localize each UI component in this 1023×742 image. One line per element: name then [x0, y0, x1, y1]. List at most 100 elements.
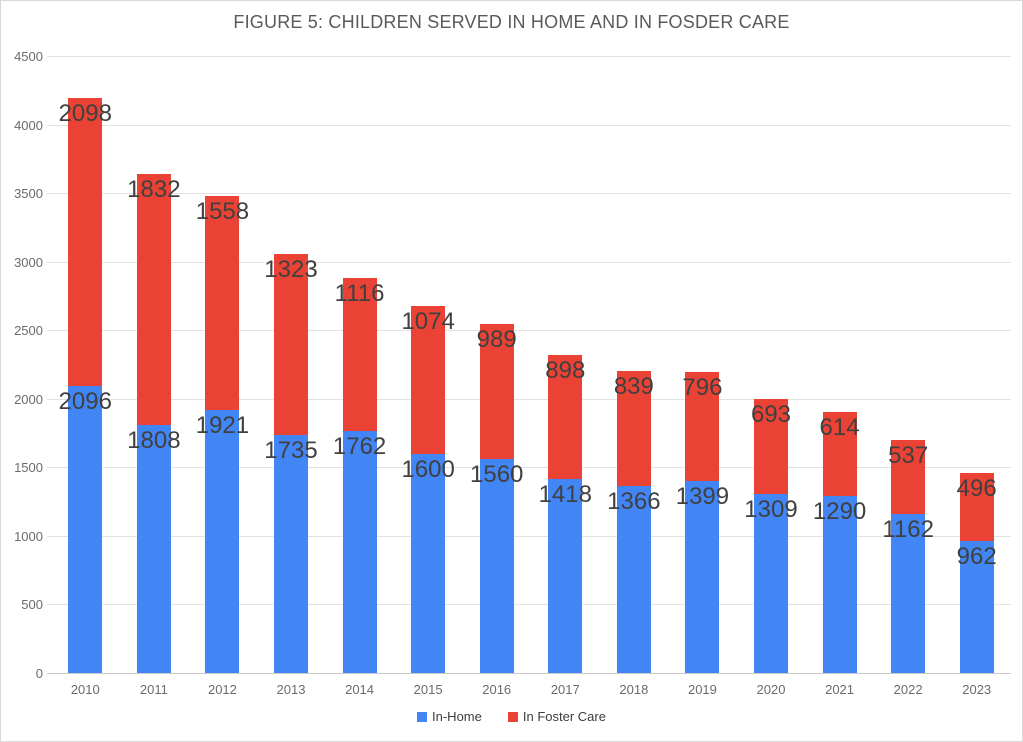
bar-value-label-in-home-2017: 1418 [538, 480, 592, 508]
y-axis-tick-label: 4000 [14, 117, 43, 133]
bar-value-label-in-foster-care-2010: 2098 [58, 99, 112, 127]
legend-label-in-foster-care: In Foster Care [522, 709, 606, 724]
gridline-1500 [47, 467, 1011, 469]
plot-area: 0 500 1000 1500 2000 2500 3000 3500 4000 4500 2096… [14, 49, 1011, 697]
bar-in-home-2011 [136, 425, 171, 673]
gridline-1000 [47, 535, 1011, 537]
gridline-3000 [47, 261, 1011, 263]
y-axis-tick-label: 4500 [14, 49, 43, 64]
bar-in-foster-care-2018 [616, 370, 651, 486]
legend-item-in-home: In-Home [417, 709, 482, 724]
bar-in-foster-care-2010 [68, 97, 103, 386]
bar-value-label-in-foster-care-2020: 693 [750, 400, 792, 428]
bar-value-label-in-foster-care-2017: 898 [545, 357, 586, 385]
bar-value-label-in-foster-care-2014: 1116 [334, 280, 385, 308]
bar-value-label-in-home-2015: 1600 [401, 455, 455, 483]
bar-in-foster-care-2022 [891, 440, 926, 514]
chart-title: FIGURE 5: CHILDREN SERVED IN HOME AND IN… [233, 12, 790, 32]
y-axis-tick-label: 2500 [14, 323, 43, 339]
bar-in-foster-care-2013 [274, 253, 308, 436]
bar-in-home-2019 [685, 481, 720, 673]
bar-value-label-in-home-2013: 1735 [264, 437, 318, 465]
x-axis-tick-label-2011: 2011 [139, 682, 168, 697]
gridline-4000 [47, 124, 1011, 126]
bar-value-label-in-home-2010: 2096 [58, 387, 112, 415]
bar-in-foster-care-2017 [548, 355, 583, 479]
bar-in-home-2015 [411, 453, 446, 673]
bar-in-home-2017 [548, 478, 583, 673]
bar-in-home-2022 [891, 513, 926, 673]
gridline-3500 [47, 193, 1011, 195]
bar-value-label-in-home-2018: 1366 [607, 487, 661, 515]
bar-value-label-in-home-2019: 1399 [675, 483, 730, 511]
bar-in-home-2016 [479, 459, 514, 673]
bar-value-label-in-home-2014: 1762 [332, 433, 387, 461]
bar-in-foster-care-2012 [205, 196, 240, 410]
bar-in-home-2018 [616, 485, 651, 673]
bar-value-label-in-foster-care-2021: 614 [819, 413, 860, 441]
bar-value-label-in-home-2022: 1162 [882, 515, 934, 543]
bar-in-foster-care-2023 [959, 473, 994, 542]
x-axis-tick-label-2020: 2020 [756, 682, 786, 697]
bar-in-home-2020 [754, 493, 788, 673]
bar-value-label-in-foster-care-2023: 496 [956, 475, 997, 503]
gridline-4500 [47, 56, 1011, 57]
bar-in-home-2021 [822, 496, 857, 673]
x-axis-tick-label-2019: 2019 [687, 682, 717, 697]
bar-value-label-in-foster-care-2019: 796 [682, 374, 723, 402]
y-axis-tick-label: 3000 [14, 254, 43, 270]
x-axis-tick-label-2013: 2013 [276, 682, 306, 697]
y-axis-tick-label: 3500 [14, 186, 43, 202]
bar-value-label-in-home-2012: 1921 [195, 411, 250, 439]
gridline-500 [47, 604, 1011, 606]
bar-value-label-in-foster-care-2011: 1832 [127, 175, 181, 203]
bar-in-foster-care-2014 [342, 278, 377, 432]
x-axis-tick-label-2012: 2012 [207, 682, 237, 697]
gridline-2000 [47, 398, 1011, 400]
bar-in-foster-care-2016 [479, 323, 514, 460]
y-axis-tick-label: 2000 [14, 391, 43, 407]
gridline-0 [47, 673, 1011, 674]
bar-value-label-in-foster-care-2022: 537 [888, 442, 929, 470]
x-axis-tick-label-2018: 2018 [619, 682, 649, 697]
x-axis-tick-label-2017: 2017 [550, 682, 580, 697]
bar-in-foster-care-2015 [411, 306, 446, 454]
bar-in-home-2023 [959, 541, 994, 673]
bar-value-label-in-home-2021: 1290 [812, 498, 867, 526]
y-axis-tick-label: 500 [21, 597, 43, 613]
x-axis-tick-label-2023: 2023 [962, 682, 992, 697]
x-axis-tick-label-2016: 2016 [482, 682, 512, 697]
bar-value-label-in-foster-care-2013: 1323 [264, 255, 318, 283]
bar-in-foster-care-2021 [822, 411, 857, 497]
bar-value-label-in-home-2016: 1560 [470, 461, 524, 489]
bar-in-home-2013 [274, 435, 308, 673]
bar-in-foster-care-2011 [136, 173, 171, 426]
bar-value-label-in-foster-care-2016: 989 [476, 325, 517, 353]
y-axis-tick-label: 1000 [14, 528, 43, 544]
bar-in-foster-care-2020 [754, 398, 788, 494]
bar-value-label-in-foster-care-2015: 1074 [401, 308, 455, 336]
bar-value-label-in-foster-care-2018: 839 [613, 372, 654, 400]
x-axis-tick-label-2010: 2010 [70, 682, 100, 697]
y-axis-tick-label: 0 [35, 666, 43, 681]
legend-swatch-in-foster-care [507, 711, 518, 722]
x-axis-tick-label-2022: 2022 [893, 682, 923, 697]
chart-legend: In-Home In Foster Care [1, 709, 1022, 724]
x-axis-tick-label-2015: 2015 [413, 682, 443, 697]
y-axis-tick-label: 1500 [14, 460, 43, 476]
legend-label-in-home: In-Home [432, 709, 482, 724]
x-axis-tick-label-2014: 2014 [345, 682, 375, 697]
gridline-2500 [47, 330, 1011, 332]
bar-in-home-2010 [68, 385, 103, 673]
x-axis-tick-label-2021: 2021 [825, 682, 855, 697]
legend-swatch-in-home [417, 711, 428, 722]
bar-value-label-in-home-2011: 1808 [127, 427, 181, 455]
bar-in-home-2014 [342, 431, 377, 673]
legend-item-in-foster-care: In Foster Care [507, 709, 606, 724]
bar-value-label-in-foster-care-2012: 1558 [195, 197, 250, 225]
bar-in-home-2012 [205, 409, 240, 673]
bar-value-label-in-home-2020: 1309 [744, 495, 798, 523]
bar-value-label-in-home-2023: 962 [956, 543, 997, 571]
bar-in-foster-care-2019 [685, 372, 720, 482]
